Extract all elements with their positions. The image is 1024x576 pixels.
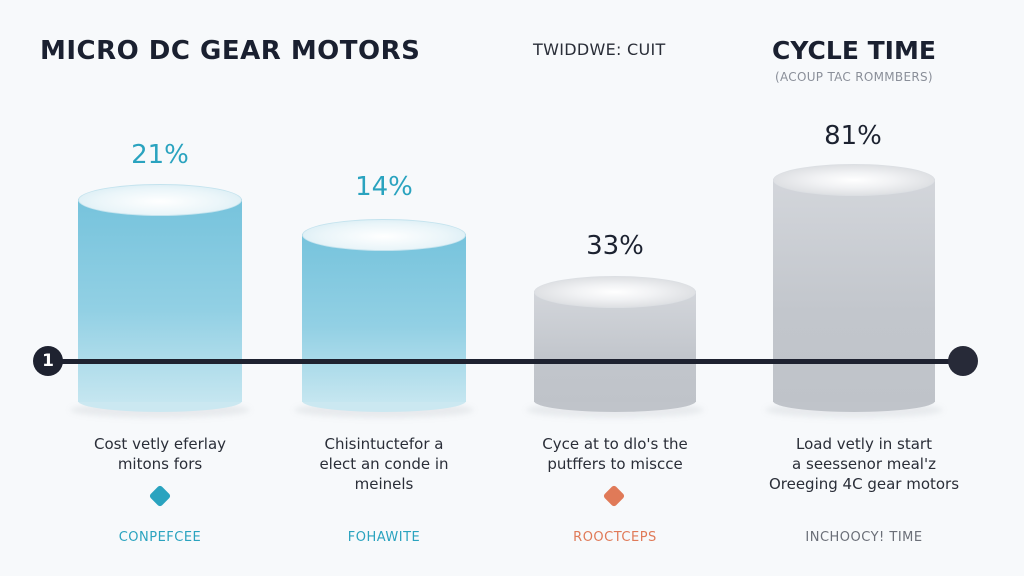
description-1: Cost vetly eferlay mitons fors (50, 434, 270, 474)
cycle-time-title: CYCLE TIME (772, 36, 936, 65)
diamond-marker-icon-3 (602, 484, 626, 508)
chart-subtitle: TWIDDWE: CUIT (533, 40, 666, 59)
description-4-line-2: a seessenor meal'z (792, 455, 936, 473)
description-1-line-1: Cost vetly eferlay (93, 435, 227, 453)
value-label-4: 81% (824, 121, 882, 151)
chart-title: MICRO DC GEAR MOTORS (40, 36, 421, 66)
description-1-line-2: mitons fors (117, 455, 203, 473)
value-label-3: 33% (586, 231, 644, 261)
value-label-1: 21% (131, 140, 189, 170)
axis-end-marker (948, 346, 978, 376)
diamond-marker-icon-1 (148, 484, 172, 508)
description-4-line-1: Load vetly in start (796, 435, 932, 453)
description-3: Cyce at to dlo's the putffers to miscce (505, 434, 725, 474)
description-2-line-1: Chisintuctefor a (324, 435, 444, 453)
description-3-line-2: putffers to miscce (547, 455, 683, 473)
description-2-line-3: meinels (354, 475, 414, 493)
description-3-line-1: Cyce at to dlo's the (542, 435, 688, 453)
bar-cylinder-2 (294, 219, 474, 418)
axis-line (48, 359, 966, 364)
category-label-2: FOHAWITE (347, 530, 421, 545)
value-label-2: 14% (355, 172, 413, 202)
category-label-1: CONPEFCEE (118, 530, 202, 545)
bar-cylinder-4 (765, 164, 943, 418)
description-4-line-3: Oreeging 4C gear motors (768, 475, 960, 493)
category-label-4: INCHOOCY! TIME (805, 530, 923, 545)
axis-start-marker: 1 (33, 346, 63, 376)
bar-cylinder-1 (70, 184, 250, 418)
bar-cylinder-3 (526, 276, 704, 418)
category-label-3: ROOCTCEPS (573, 530, 657, 545)
description-2: Chisintuctefor a elect an conde in meine… (274, 434, 494, 494)
description-2-line-2: elect an conde in (319, 455, 449, 473)
cycle-time-subtitle: (ACOUP TAC ROMMBERS) (775, 70, 933, 84)
description-4: Load vetly in start a seessenor meal'z O… (744, 434, 984, 494)
